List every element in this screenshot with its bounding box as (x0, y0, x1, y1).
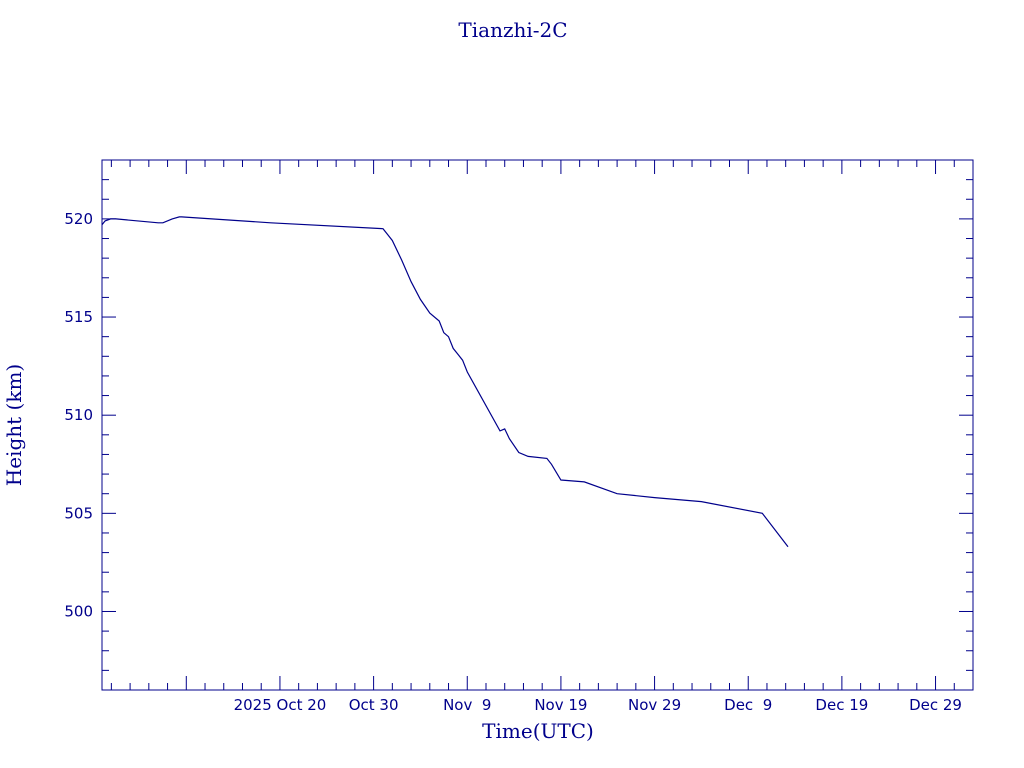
y-axis-tick-labels: 500 505 510 515 520 (64, 210, 93, 621)
x-axis-tick-labels: 2025 Oct 20 Oct 30 Nov 9 Nov 19 Nov 29 Dec 9 D… (234, 696, 962, 714)
x-axis-label: Time(UTC) (482, 719, 594, 743)
y-tick-label: 510 (64, 406, 93, 424)
x-tick-label: Dec 29 (909, 696, 962, 714)
x-axis-ticks (110, 160, 974, 690)
x-tick-label: 2025 Oct 20 (234, 696, 327, 714)
x-tick-label: Oct 30 (349, 696, 399, 714)
chart-title: Tianzhi-2C (458, 18, 567, 42)
x-tick-label: Dec 19 (815, 696, 868, 714)
y-tick-label: 500 (64, 602, 93, 620)
y-tick-label: 515 (64, 308, 93, 326)
x-tick-label: Nov 19 (534, 696, 587, 714)
y-axis-ticks (102, 159, 973, 691)
y-tick-label: 505 (64, 504, 93, 522)
height-series-line (101, 216, 789, 548)
series-group (101, 216, 789, 548)
x-tick-label: Nov 9 (443, 696, 491, 714)
plot-frame (101, 159, 974, 691)
x-tick-label: Nov 29 (628, 696, 681, 714)
y-tick-label: 520 (64, 210, 93, 228)
y-axis-label: Height (km) (2, 364, 26, 486)
x-tick-label: Dec 9 (724, 696, 772, 714)
